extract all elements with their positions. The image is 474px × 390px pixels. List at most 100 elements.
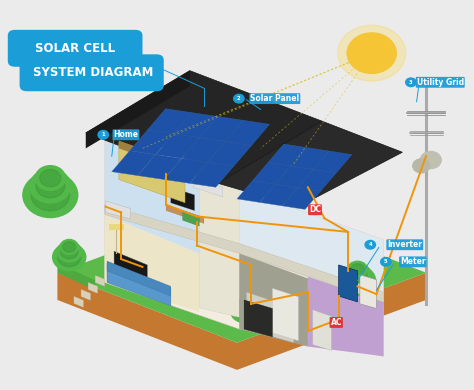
- Polygon shape: [119, 142, 185, 203]
- Circle shape: [337, 25, 406, 81]
- Polygon shape: [182, 138, 226, 162]
- Polygon shape: [208, 141, 252, 166]
- Polygon shape: [360, 275, 376, 308]
- Polygon shape: [138, 154, 182, 179]
- Polygon shape: [107, 263, 171, 306]
- Polygon shape: [239, 189, 383, 302]
- Circle shape: [237, 301, 251, 313]
- Polygon shape: [237, 273, 426, 370]
- Polygon shape: [314, 151, 352, 173]
- Text: SOLAR CELL: SOLAR CELL: [35, 42, 116, 55]
- Polygon shape: [283, 188, 320, 209]
- Polygon shape: [171, 187, 194, 211]
- Circle shape: [365, 241, 375, 249]
- Polygon shape: [273, 288, 299, 341]
- Circle shape: [234, 299, 254, 316]
- Circle shape: [235, 304, 253, 319]
- Circle shape: [57, 241, 82, 262]
- Text: DC: DC: [309, 205, 321, 214]
- Circle shape: [348, 267, 367, 282]
- Polygon shape: [105, 135, 239, 329]
- Polygon shape: [313, 310, 331, 351]
- Circle shape: [31, 179, 70, 211]
- Circle shape: [40, 169, 61, 187]
- Polygon shape: [119, 140, 185, 172]
- Text: 3: 3: [409, 80, 413, 85]
- Polygon shape: [164, 158, 208, 183]
- Polygon shape: [199, 179, 239, 317]
- Polygon shape: [57, 203, 426, 343]
- Circle shape: [231, 301, 257, 323]
- Circle shape: [30, 169, 71, 203]
- Circle shape: [344, 264, 371, 285]
- Polygon shape: [57, 273, 237, 370]
- Circle shape: [347, 33, 396, 73]
- Polygon shape: [244, 300, 273, 337]
- Polygon shape: [355, 284, 360, 292]
- Text: 1: 1: [101, 132, 105, 137]
- Polygon shape: [291, 147, 329, 169]
- Circle shape: [420, 151, 441, 168]
- Polygon shape: [239, 189, 383, 356]
- Circle shape: [35, 166, 65, 190]
- Text: AC: AC: [330, 318, 342, 327]
- Text: Utility Grid: Utility Grid: [417, 78, 464, 87]
- Polygon shape: [253, 162, 291, 184]
- Circle shape: [345, 270, 370, 291]
- Polygon shape: [74, 296, 83, 307]
- Circle shape: [237, 298, 251, 309]
- Circle shape: [61, 245, 78, 259]
- Circle shape: [406, 78, 416, 87]
- Polygon shape: [86, 71, 322, 183]
- Polygon shape: [193, 177, 223, 197]
- FancyBboxPatch shape: [19, 54, 164, 91]
- Polygon shape: [48, 199, 53, 207]
- Polygon shape: [338, 265, 357, 302]
- Polygon shape: [226, 121, 270, 145]
- Polygon shape: [121, 271, 143, 282]
- Polygon shape: [95, 275, 105, 286]
- Polygon shape: [105, 215, 199, 312]
- Polygon shape: [105, 205, 383, 302]
- Circle shape: [413, 159, 430, 173]
- Polygon shape: [182, 211, 199, 226]
- Polygon shape: [106, 201, 131, 219]
- Polygon shape: [237, 181, 275, 202]
- Polygon shape: [200, 117, 244, 141]
- Circle shape: [23, 172, 78, 218]
- Polygon shape: [308, 277, 383, 356]
- Polygon shape: [107, 261, 171, 296]
- Text: Meter: Meter: [400, 257, 426, 266]
- Polygon shape: [173, 113, 218, 138]
- Text: Inverter: Inverter: [387, 240, 422, 249]
- Polygon shape: [150, 142, 185, 172]
- Polygon shape: [166, 205, 204, 223]
- Polygon shape: [81, 289, 91, 300]
- Polygon shape: [242, 316, 246, 323]
- Circle shape: [339, 266, 375, 295]
- Circle shape: [98, 131, 109, 139]
- FancyBboxPatch shape: [8, 30, 143, 67]
- Circle shape: [60, 239, 78, 254]
- Polygon shape: [86, 71, 190, 148]
- Circle shape: [381, 257, 391, 266]
- Polygon shape: [260, 184, 298, 206]
- Circle shape: [36, 174, 65, 198]
- Polygon shape: [114, 251, 147, 284]
- Polygon shape: [67, 261, 72, 269]
- Polygon shape: [268, 144, 307, 166]
- Polygon shape: [156, 134, 200, 158]
- Circle shape: [351, 264, 365, 275]
- Circle shape: [53, 244, 86, 271]
- Circle shape: [239, 299, 249, 308]
- Polygon shape: [109, 224, 124, 230]
- Polygon shape: [105, 135, 199, 253]
- Polygon shape: [239, 253, 308, 347]
- Polygon shape: [148, 109, 191, 134]
- Polygon shape: [130, 130, 173, 154]
- Text: 4: 4: [368, 242, 372, 247]
- Polygon shape: [88, 282, 98, 293]
- Text: 5: 5: [384, 259, 388, 264]
- Polygon shape: [298, 169, 336, 191]
- Polygon shape: [112, 151, 156, 176]
